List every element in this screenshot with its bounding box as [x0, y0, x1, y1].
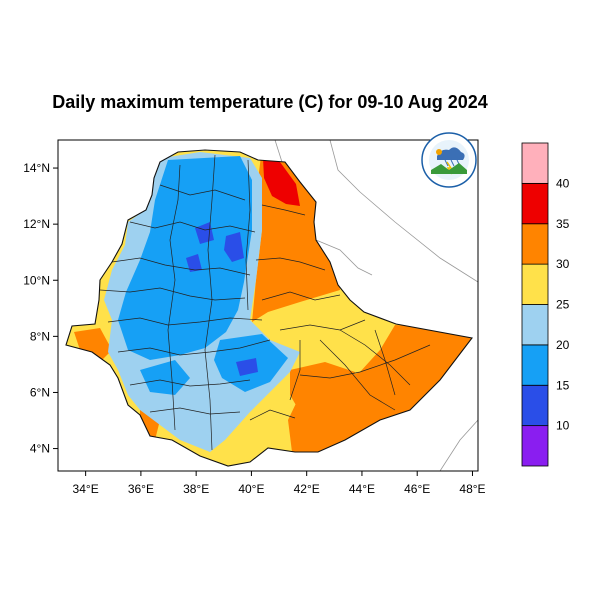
colorbar-swatch — [521, 263, 549, 305]
y-tick-label: 4°N — [30, 442, 50, 456]
ethiopia-border — [65, 149, 473, 467]
colorbar-swatch — [521, 142, 549, 184]
map-title: Daily maximum temperature (C) for 09-10 … — [52, 92, 488, 112]
x-tick-label: 48°E — [459, 482, 485, 496]
x-tick-label: 34°E — [73, 482, 99, 496]
colorbar: 10 15 20 25 30 35 40 — [521, 142, 570, 467]
colorbar-label: 10 — [556, 419, 570, 433]
x-tick-label: 46°E — [404, 482, 430, 496]
temperature-shading — [66, 150, 472, 466]
colorbar-label: 35 — [556, 217, 570, 231]
colorbar-label: 40 — [556, 176, 570, 190]
ethiopian-meteorology-institute-logo-icon — [421, 132, 477, 188]
colorbar-label: 20 — [556, 338, 570, 352]
y-tick-label: 14°N — [23, 161, 50, 175]
map-frame — [57, 139, 479, 472]
colorbar-label: 25 — [556, 298, 570, 312]
x-axis-ticks: 34°E 36°E 38°E 40°E 42°E 44°E 46°E 48°E — [73, 471, 486, 496]
x-tick-label: 44°E — [349, 482, 375, 496]
colorbar-swatch — [521, 344, 549, 386]
colorbar-swatch — [521, 384, 549, 427]
y-tick-label: 12°N — [23, 217, 50, 231]
colorbar-swatch — [521, 223, 549, 265]
y-tick-label: 8°N — [30, 329, 50, 343]
x-tick-label: 42°E — [294, 482, 320, 496]
y-tick-label: 6°N — [30, 385, 50, 399]
colorbar-swatch — [521, 304, 549, 346]
colorbar-label: 15 — [556, 378, 570, 392]
x-tick-label: 40°E — [238, 482, 264, 496]
colorbar-swatch — [521, 425, 549, 467]
map-plot-area — [65, 140, 478, 471]
colorbar-label: 30 — [556, 257, 570, 271]
regional-boundaries — [99, 154, 431, 451]
x-tick-label: 38°E — [183, 482, 209, 496]
colorbar-swatch — [521, 182, 549, 225]
y-axis-ticks: 4°N 6°N 8°N 10°N 12°N 14°N — [23, 161, 58, 456]
y-tick-label: 10°N — [23, 273, 50, 287]
x-tick-label: 36°E — [128, 482, 154, 496]
